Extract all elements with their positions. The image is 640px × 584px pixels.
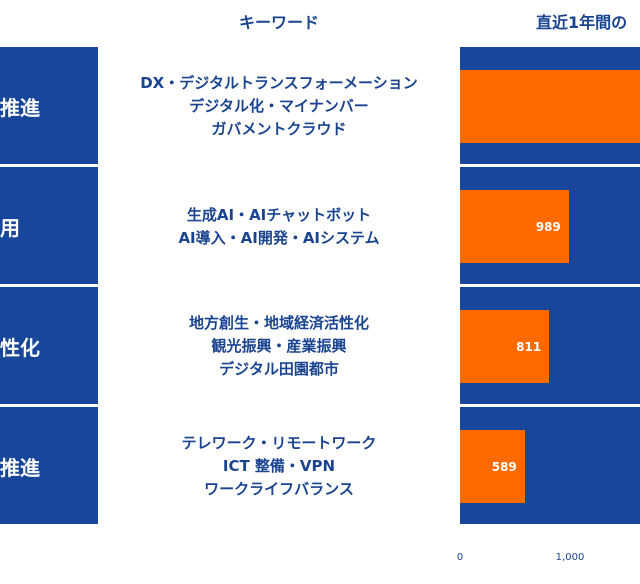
bar[interactable]	[460, 310, 550, 383]
keyword-line: 生成AI・AIチャットボット	[186, 205, 372, 224]
bar[interactable]	[460, 430, 525, 503]
keyword-box: 生成AI・AIチャットボット AI導入・AI開発・AIシステム	[98, 167, 460, 286]
keyword-line: 観光振興・産業振興	[211, 337, 347, 355]
keyword-line: ICT 整備・VPN	[222, 457, 336, 475]
category-label: 推進	[0, 456, 40, 480]
keyword-line: テレワーク・リモートワーク	[181, 434, 377, 452]
category-label: 性化	[0, 336, 40, 360]
keyword-line: ワークライフバランス	[204, 480, 354, 498]
x-tick-label: 0	[456, 552, 464, 563]
keyword-line: デジタル田園都市	[219, 360, 339, 378]
keyword-box: 地方創生・地域経済活性化 観光振興・産業振興 デジタル田園都市	[98, 287, 460, 406]
keyword-line: ガバメントクラウド	[211, 120, 347, 138]
count-column-header: 直近1年間の	[536, 13, 628, 32]
keyword-line: DX・デジタルトランスフォーメーション	[140, 74, 418, 92]
keyword-box: DX・デジタルトランスフォーメーション デジタル化・マイナンバー ガバメントクラウド	[98, 47, 460, 166]
category-label: 用	[0, 216, 20, 240]
bar[interactable]	[460, 190, 569, 263]
bar-value-label: 989	[535, 219, 561, 234]
bar[interactable]	[460, 70, 640, 143]
bar-value-label: 811	[516, 339, 542, 354]
category-label: 推進	[0, 96, 40, 120]
x-tick-label: 1,000	[555, 552, 585, 563]
bar-value-label: 589	[491, 459, 517, 474]
keyword-line: デジタル化・マイナンバー	[189, 97, 369, 115]
keyword-box: テレワーク・リモートワーク ICT 整備・VPN ワークライフバランス	[98, 407, 460, 526]
keyword-column-header: キーワード	[238, 13, 319, 32]
keyword-line: 地方創生・地域経済活性化	[188, 314, 369, 332]
keyword-line: AI導入・AI開発・AIシステム	[178, 228, 380, 247]
